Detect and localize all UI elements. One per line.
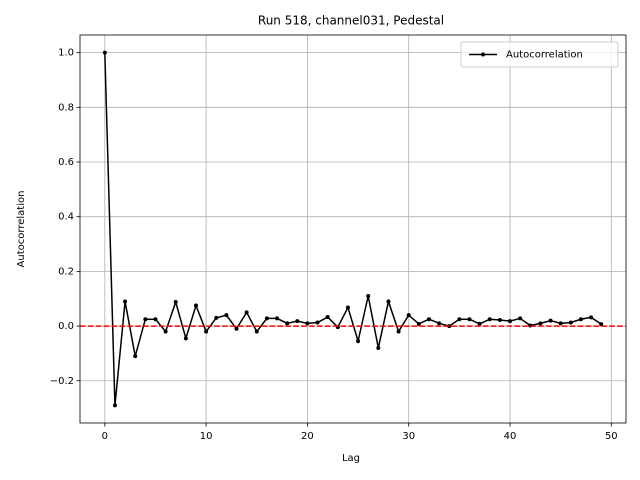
data-point [589,315,594,320]
data-point [264,316,269,321]
data-point [112,403,117,408]
data-point [508,319,513,324]
data-point [497,318,502,323]
data-point [518,316,523,321]
data-point [457,317,462,322]
data-point [467,317,472,322]
x-tick-label: 0 [102,431,108,442]
data-point [183,336,188,341]
y-tick-label: 0.6 [58,157,74,168]
data-point [366,293,371,298]
data-point [599,322,604,327]
data-point [295,319,300,324]
x-tick-label: 20 [301,431,314,442]
x-tick-label: 10 [200,431,213,442]
data-point [224,313,229,318]
y-tick-label: 0.0 [58,321,74,332]
x-tick-label: 40 [504,431,517,442]
legend-box [460,41,619,68]
data-point [538,321,543,326]
data-point [102,50,107,55]
data-point [204,329,209,334]
data-point [376,345,381,350]
data-point [315,320,320,325]
data-point [173,300,178,305]
data-point [143,317,148,322]
y-axis-label: Autocorrelation [16,191,27,268]
data-point [305,321,310,326]
data-point [285,321,290,326]
data-point [275,316,280,321]
data-point [153,317,158,322]
legend-label: Autocorrelation [506,50,583,61]
data-point [386,299,391,304]
data-point [558,321,563,326]
data-point [447,324,452,329]
x-tick-label: 30 [402,431,415,442]
data-point [193,303,198,308]
y-tick-label: −0.2 [50,376,74,387]
y-tick-label: 0.2 [58,266,74,277]
data-point [133,354,138,359]
data-point [345,305,350,310]
data-point [123,299,128,304]
data-point [477,321,482,326]
data-point [406,313,411,318]
data-point [396,329,401,334]
data-point [325,315,330,320]
y-tick-label: 0.4 [58,212,74,223]
x-axis-label: Lag [342,453,360,464]
data-point [416,321,421,326]
data-point [426,317,431,322]
data-point [244,310,249,315]
data-point [578,317,583,322]
chart-title: Run 518, channel031, Pedestal [258,14,444,28]
legend-marker [481,52,485,57]
data-point [356,339,361,344]
x-tick-label: 50 [605,431,618,442]
data-point [548,318,553,323]
data-point [568,320,573,325]
data-point [254,329,259,334]
axes-frame [79,34,627,424]
y-tick-label: 0.8 [58,102,74,113]
data-point [214,315,219,320]
y-tick-label: 1.0 [58,48,74,59]
data-point [437,321,442,326]
data-point [487,317,492,322]
data-point [234,326,239,331]
data-point [163,329,168,334]
